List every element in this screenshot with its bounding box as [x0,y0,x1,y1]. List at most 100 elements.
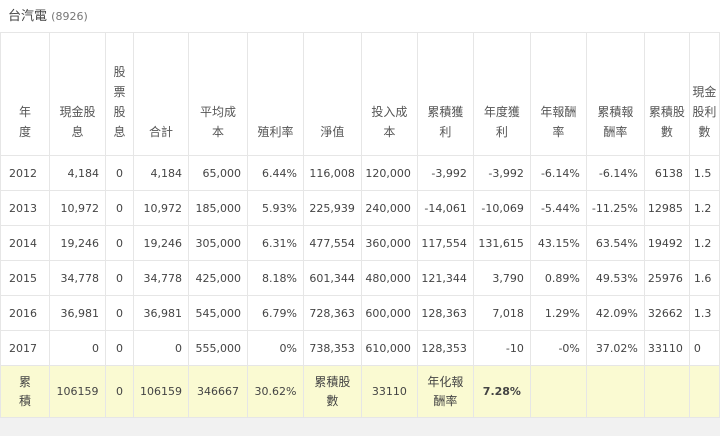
cell-year: 2016 [0,295,51,331]
table-row: 2014 19,246 0 19,246 305,000 6.31% 477,554 360,… [0,225,720,261]
header-year-profit: 年度獲利 [472,32,531,156]
header-row: 年度 現金股息 股票股息 合計 平均成本 殖利率 淨值 投入成本 累積獲利 年度… [0,32,720,156]
cell-invested: 120,000 [360,155,418,191]
cell-avg-cost: 65,000 [187,155,248,191]
cell-avg-cost: 555,000 [187,330,248,366]
cell-cum-profit: -3,992 [416,155,474,191]
cell-invested: 240,000 [360,190,418,226]
cell-total: 36,981 [132,295,189,331]
cell-invested: 600,000 [360,295,418,331]
stock-code: (8926) [51,10,88,23]
cell-annual-return: 43.15% [529,225,587,261]
cell-year: 2013 [0,190,51,226]
cell-stock-dividend: 0 [105,190,134,226]
cell-cum-shares: 32662 [643,295,690,331]
header-cum-return: 累積報酬率 [585,32,645,156]
header-total: 合計 [132,32,189,156]
cell-avg-cost: 305,000 [187,225,248,261]
header-invested: 投入成本 [360,32,418,156]
cell-net-value: 738,353 [302,330,362,366]
header-stock-dividend: 股票股息 [105,32,134,156]
header-net-value: 淨值 [302,32,362,156]
cell-cum-shares: 33110 [643,330,690,366]
totals-empty [688,365,720,418]
cell-stock-dividend: 0 [105,330,134,366]
cell-total: 4,184 [132,155,189,191]
dividend-table: 年度 現金股息 股票股息 合計 平均成本 殖利率 淨值 投入成本 累積獲利 年度… [0,32,720,418]
cell-stock-dividend: 0 [105,260,134,296]
cell-year: 2017 [0,330,51,366]
cell-annual-return: -0% [529,330,587,366]
cell-cash-dividend: 34,778 [49,260,106,296]
cell-invested: 360,000 [360,225,418,261]
totals-empty [585,365,645,418]
cell-total: 34,778 [132,260,189,296]
cell-cum-profit: 121,344 [416,260,474,296]
cell-yield: 5.93% [246,190,304,226]
header-avg-cost: 平均成本 [187,32,248,156]
cell-cum-return: 49.53% [585,260,645,296]
totals-label: 累積 [0,365,51,418]
cell-annual-return: 1.29% [529,295,587,331]
totals-stock-dividend: 0 [105,365,134,418]
header-cum-shares: 累積股數 [643,32,690,156]
cell-cum-return: -11.25% [585,190,645,226]
cell-cum-shares: 12985 [643,190,690,226]
cell-net-value: 728,363 [302,295,362,331]
cell-cash-div-per-share: 1.2 [688,225,720,261]
cell-net-value: 116,008 [302,155,362,191]
cell-yield: 8.18% [246,260,304,296]
totals-avg-cost: 346667 [187,365,248,418]
cell-cash-dividend: 36,981 [49,295,106,331]
cell-cash-dividend: 0 [49,330,106,366]
totals-empty [529,365,587,418]
cell-stock-dividend: 0 [105,225,134,261]
cell-annual-return: -5.44% [529,190,587,226]
cell-stock-dividend: 0 [105,295,134,331]
bottom-strip [0,418,720,436]
totals-sum: 106159 [132,365,189,418]
cell-cum-profit: 117,554 [416,225,474,261]
table-row: 2013 10,972 0 10,972 185,000 5.93% 225,939 240,… [0,190,720,226]
cell-annual-return: -6.14% [529,155,587,191]
cell-year: 2014 [0,225,51,261]
header-cum-profit: 累積獲利 [416,32,474,156]
cell-yield: 6.31% [246,225,304,261]
cell-cum-shares: 6138 [643,155,690,191]
panel-title: 台汽電 (8926) [8,9,88,25]
cell-year-profit: -10,069 [472,190,531,226]
cell-cash-dividend: 4,184 [49,155,106,191]
stock-name: 台汽電 [8,9,48,24]
header-year: 年度 [0,32,51,156]
cell-cum-shares: 25976 [643,260,690,296]
cell-yield: 0% [246,330,304,366]
cell-total: 19,246 [132,225,189,261]
cell-yield: 6.79% [246,295,304,331]
totals-row: 累積 106159 0 106159 346667 30.62% 累積股數 33… [0,365,720,418]
totals-cash-dividend: 106159 [49,365,106,418]
cell-avg-cost: 425,000 [187,260,248,296]
table-row: 2016 36,981 0 36,981 545,000 6.79% 728,363 600,… [0,295,720,331]
cell-cash-dividend: 10,972 [49,190,106,226]
cell-year-profit: -10 [472,330,531,366]
cell-cum-return: 63.54% [585,225,645,261]
cell-cash-div-per-share: 1.2 [688,190,720,226]
cell-cash-div-per-share: 1.6 [688,260,720,296]
cell-net-value: 225,939 [302,190,362,226]
table-row: 2017 0 0 0 555,000 0% 738,353 610,000 128,353 -10… [0,330,720,366]
totals-empty [643,365,690,418]
header-cash-dividend: 現金股息 [49,32,106,156]
cell-cum-return: 42.09% [585,295,645,331]
cell-cum-return: 37.02% [585,330,645,366]
cell-avg-cost: 185,000 [187,190,248,226]
cell-cum-profit: -14,061 [416,190,474,226]
cell-yield: 6.44% [246,155,304,191]
cell-total: 10,972 [132,190,189,226]
totals-yield: 30.62% [246,365,304,418]
cell-cum-shares: 19492 [643,225,690,261]
cell-cash-dividend: 19,246 [49,225,106,261]
cell-year-profit: 3,790 [472,260,531,296]
cell-year-profit: 131,615 [472,225,531,261]
cell-cum-profit: 128,353 [416,330,474,366]
cell-year-profit: 7,018 [472,295,531,331]
